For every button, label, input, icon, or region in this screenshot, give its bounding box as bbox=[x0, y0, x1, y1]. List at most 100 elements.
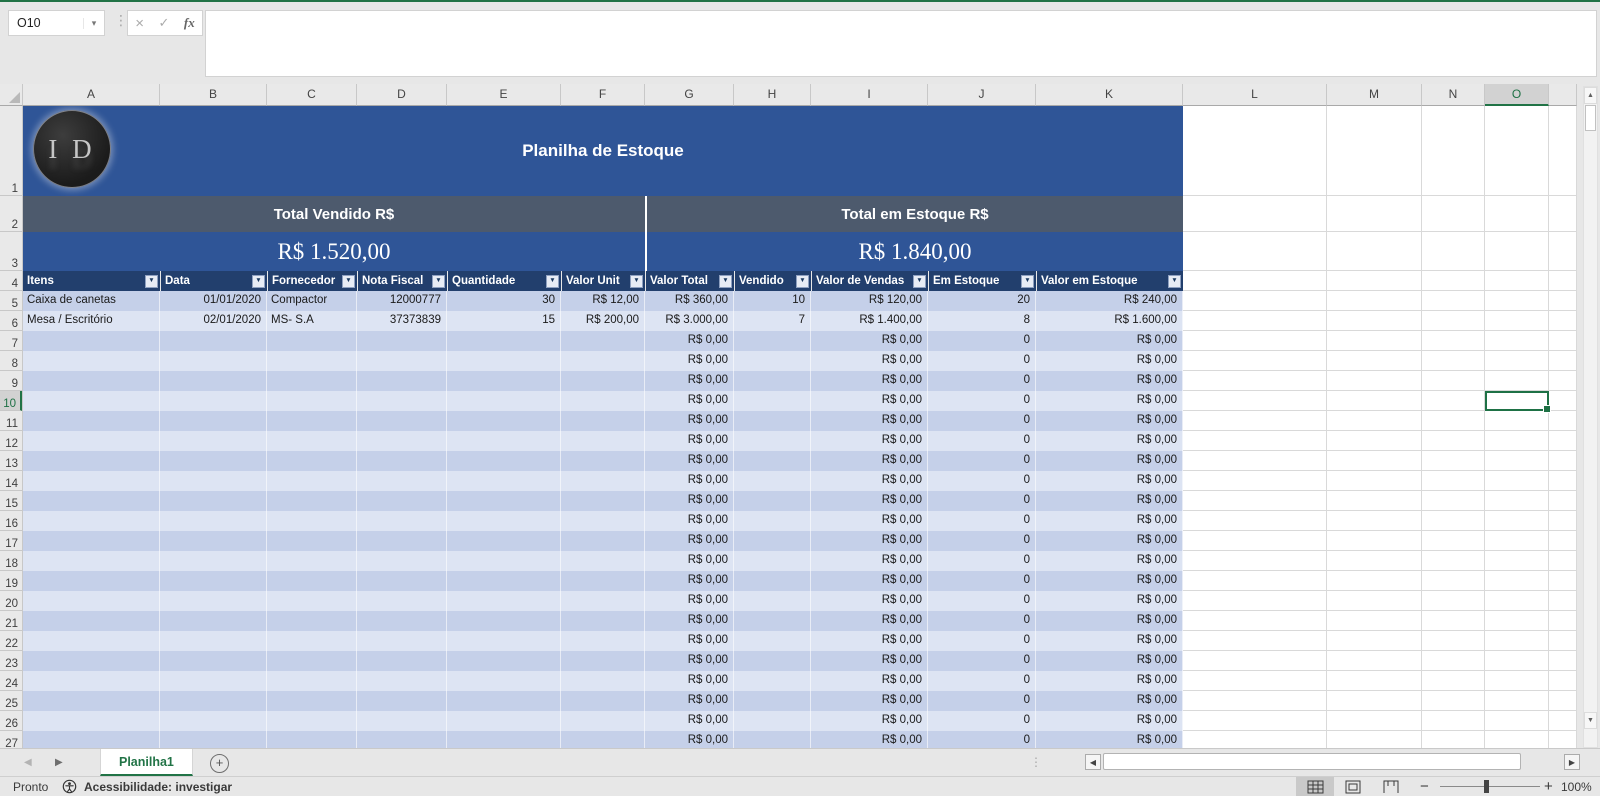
cell[interactable] bbox=[357, 431, 447, 451]
cell[interactable] bbox=[561, 671, 645, 691]
table-header-itens[interactable]: Itens ▼ bbox=[23, 271, 160, 291]
cell[interactable] bbox=[160, 371, 267, 391]
name-box-dropdown-icon[interactable]: ▾ bbox=[83, 17, 104, 29]
empty-cell[interactable] bbox=[1422, 671, 1485, 691]
column-header-A[interactable]: A bbox=[23, 84, 160, 106]
column-header-H[interactable]: H bbox=[734, 84, 811, 106]
cell[interactable]: R$ 0,00 bbox=[811, 451, 928, 471]
cell[interactable] bbox=[357, 411, 447, 431]
cell[interactable]: R$ 3.000,00 bbox=[645, 311, 734, 331]
cell[interactable]: Mesa / Escritório bbox=[23, 311, 160, 331]
empty-cell[interactable] bbox=[1183, 411, 1327, 431]
cell[interactable] bbox=[357, 331, 447, 351]
cell[interactable]: R$ 0,00 bbox=[645, 511, 734, 531]
cell[interactable] bbox=[734, 371, 811, 391]
cell[interactable]: 0 bbox=[928, 391, 1036, 411]
cell[interactable] bbox=[561, 451, 645, 471]
page-layout-view-icon[interactable] bbox=[1334, 777, 1372, 796]
cell[interactable] bbox=[357, 731, 447, 748]
cell[interactable] bbox=[267, 471, 357, 491]
table-header-vendido[interactable]: Vendido ▼ bbox=[734, 271, 811, 291]
cell[interactable]: R$ 360,00 bbox=[645, 291, 734, 311]
empty-cell[interactable] bbox=[1183, 491, 1327, 511]
empty-cell[interactable] bbox=[1327, 711, 1422, 731]
cell[interactable] bbox=[561, 371, 645, 391]
vertical-scrollbar[interactable]: ▲ ▼ bbox=[1583, 86, 1598, 748]
table-header-data[interactable]: Data ▼ bbox=[160, 271, 267, 291]
empty-cell[interactable] bbox=[1327, 291, 1422, 311]
empty-cell[interactable] bbox=[1549, 431, 1577, 451]
empty-cell[interactable] bbox=[1549, 196, 1577, 232]
empty-cell[interactable] bbox=[1422, 691, 1485, 711]
cell[interactable] bbox=[357, 491, 447, 511]
empty-cell[interactable] bbox=[1327, 591, 1422, 611]
enter-icon[interactable]: ✓ bbox=[158, 15, 170, 30]
cell[interactable] bbox=[561, 631, 645, 651]
cell[interactable] bbox=[160, 671, 267, 691]
cell[interactable] bbox=[23, 631, 160, 651]
cell[interactable]: R$ 0,00 bbox=[645, 551, 734, 571]
empty-cell[interactable] bbox=[1422, 311, 1485, 331]
cell[interactable] bbox=[447, 511, 561, 531]
empty-cell[interactable] bbox=[1485, 196, 1549, 232]
scroll-left-icon[interactable]: ◀ bbox=[1085, 754, 1101, 770]
empty-cell[interactable] bbox=[1549, 491, 1577, 511]
cell[interactable]: R$ 0,00 bbox=[1036, 551, 1183, 571]
column-header-partial[interactable] bbox=[1549, 84, 1577, 106]
cell[interactable]: 30 bbox=[447, 291, 561, 311]
cell[interactable] bbox=[23, 731, 160, 748]
cell[interactable]: R$ 0,00 bbox=[645, 331, 734, 351]
cell[interactable]: 0 bbox=[928, 571, 1036, 591]
empty-cell[interactable] bbox=[1549, 571, 1577, 591]
cell[interactable] bbox=[23, 531, 160, 551]
empty-cell[interactable] bbox=[1183, 511, 1327, 531]
empty-cell[interactable] bbox=[1549, 711, 1577, 731]
cell[interactable]: 0 bbox=[928, 711, 1036, 731]
empty-cell[interactable] bbox=[1183, 671, 1327, 691]
table-header-fornecedor[interactable]: Fornecedor ▼ bbox=[267, 271, 357, 291]
cell[interactable] bbox=[23, 671, 160, 691]
cell[interactable]: MS- S.A bbox=[267, 311, 357, 331]
cell[interactable]: R$ 0,00 bbox=[1036, 471, 1183, 491]
cell[interactable]: 0 bbox=[928, 331, 1036, 351]
empty-cell[interactable] bbox=[1327, 731, 1422, 748]
empty-cell[interactable] bbox=[1485, 671, 1549, 691]
cell[interactable] bbox=[357, 551, 447, 571]
cell[interactable] bbox=[447, 631, 561, 651]
empty-cell[interactable] bbox=[1183, 331, 1327, 351]
cell[interactable] bbox=[23, 711, 160, 731]
cell[interactable]: 10 bbox=[734, 291, 811, 311]
cell[interactable]: R$ 0,00 bbox=[645, 411, 734, 431]
cell[interactable]: 0 bbox=[928, 631, 1036, 651]
cell[interactable] bbox=[447, 471, 561, 491]
column-header-O[interactable]: O bbox=[1485, 84, 1549, 106]
cell[interactable]: R$ 0,00 bbox=[811, 591, 928, 611]
cell[interactable]: R$ 0,00 bbox=[811, 371, 928, 391]
cell[interactable] bbox=[561, 591, 645, 611]
empty-cell[interactable] bbox=[1422, 196, 1485, 232]
cell[interactable] bbox=[561, 691, 645, 711]
cell[interactable]: R$ 0,00 bbox=[811, 631, 928, 651]
empty-cell[interactable] bbox=[1549, 611, 1577, 631]
empty-cell[interactable] bbox=[1183, 106, 1327, 196]
empty-cell[interactable] bbox=[1422, 591, 1485, 611]
cell[interactable]: 0 bbox=[928, 371, 1036, 391]
cell[interactable] bbox=[267, 331, 357, 351]
empty-cell[interactable] bbox=[1549, 291, 1577, 311]
cell[interactable] bbox=[267, 391, 357, 411]
column-header-I[interactable]: I bbox=[811, 84, 928, 106]
column-header-N[interactable]: N bbox=[1422, 84, 1485, 106]
add-sheet-button[interactable]: + bbox=[210, 754, 229, 773]
cell[interactable]: 0 bbox=[928, 731, 1036, 748]
cell[interactable] bbox=[447, 551, 561, 571]
cell[interactable]: 0 bbox=[928, 511, 1036, 531]
empty-cell[interactable] bbox=[1549, 411, 1577, 431]
table-header-valor-unit[interactable]: Valor Unit ▼ bbox=[561, 271, 645, 291]
empty-cell[interactable] bbox=[1549, 232, 1577, 271]
cell[interactable] bbox=[160, 731, 267, 748]
cell[interactable] bbox=[561, 431, 645, 451]
empty-cell[interactable] bbox=[1327, 106, 1422, 196]
empty-cell[interactable] bbox=[1549, 471, 1577, 491]
cell[interactable]: R$ 0,00 bbox=[1036, 371, 1183, 391]
cell[interactable] bbox=[160, 651, 267, 671]
